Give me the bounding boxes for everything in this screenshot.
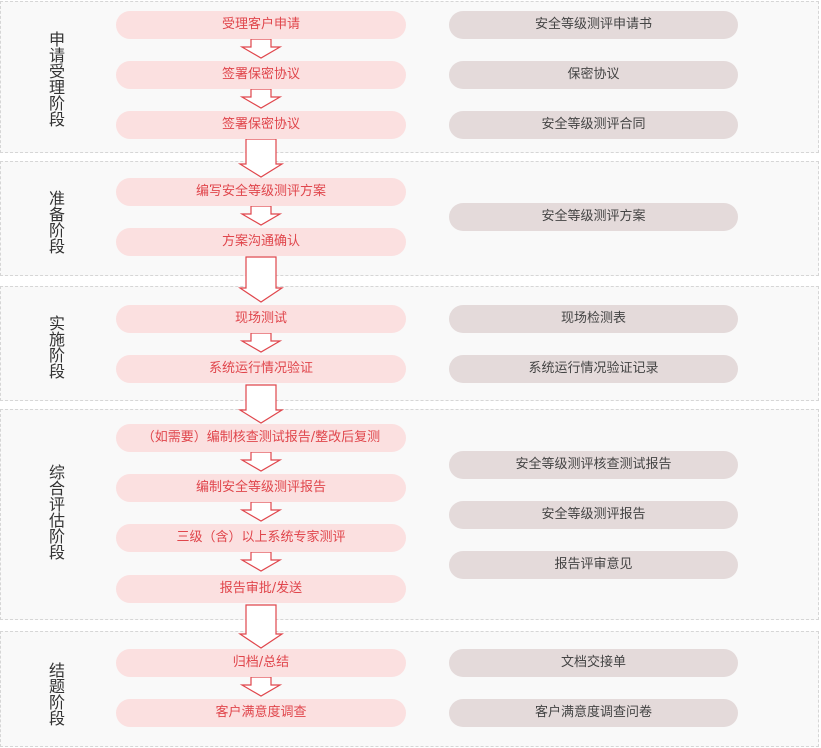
stage-arrow-down-icon [238, 604, 284, 649]
arrow-down-icon [239, 205, 283, 226]
doc-assessment-plan: 安全等级测评方案 [449, 203, 738, 231]
step-approve-send: 报告审批/发送 [116, 575, 406, 603]
arrow-down-icon [239, 38, 283, 59]
step-write-plan: 编写安全等级测评方案 [116, 178, 406, 206]
stage-label: 结题阶段 [46, 662, 65, 726]
doc-review-opinion: 报告评审意见 [449, 551, 738, 579]
stage-label: 综合评估阶段 [46, 464, 65, 560]
step-sign-nda: 签署保密协议 [116, 61, 406, 89]
step-archive-summary: 归档/总结 [116, 649, 406, 677]
doc-assessment-report: 安全等级测评报告 [449, 501, 738, 529]
doc-verification-record: 系统运行情况验证记录 [449, 355, 738, 383]
arrow-down-icon [239, 551, 283, 572]
arrow-down-icon [239, 332, 283, 353]
step-sign-nda-2: 签署保密协议 [116, 111, 406, 139]
step-onsite-test: 现场测试 [116, 305, 406, 333]
step-expert-review: 三级（含）以上系统专家测评 [116, 524, 406, 552]
arrow-down-icon [239, 676, 283, 697]
doc-nda: 保密协议 [449, 61, 738, 89]
step-verify-operation: 系统运行情况验证 [116, 355, 406, 383]
stage-arrow-down-icon [237, 384, 285, 424]
doc-application-form: 安全等级测评申请书 [449, 11, 738, 39]
stage-label: 准备阶段 [46, 190, 65, 254]
step-satisfaction-survey: 客户满意度调查 [116, 699, 406, 727]
stage-arrow-down-icon [237, 138, 285, 178]
step-accept-request: 受理客户申请 [116, 11, 406, 39]
step-assessment-report: 编制安全等级测评报告 [116, 474, 406, 502]
stage-label: 申请受理阶段 [46, 31, 65, 127]
stage-arrow-down-icon [238, 256, 284, 303]
stage-label: 实施阶段 [46, 315, 65, 379]
doc-handover-sheet: 文档交接单 [449, 649, 738, 677]
arrow-down-icon [239, 501, 283, 522]
step-verification-report: （如需要）编制核查测试报告/整改后复测 [116, 424, 406, 452]
doc-contract: 安全等级测评合同 [449, 111, 738, 139]
doc-satisfaction-questionnaire: 客户满意度调查问卷 [449, 699, 738, 727]
arrow-down-icon [239, 451, 283, 472]
step-confirm-plan: 方案沟通确认 [116, 228, 406, 256]
doc-onsite-checklist: 现场检测表 [449, 305, 738, 333]
arrow-down-icon [239, 88, 283, 109]
doc-verification-report: 安全等级测评核查测试报告 [449, 451, 738, 479]
